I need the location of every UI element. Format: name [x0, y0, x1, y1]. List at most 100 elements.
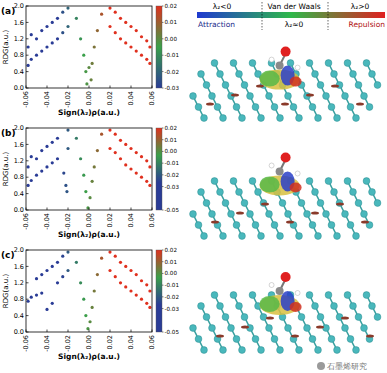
- carbon-atom: [271, 336, 278, 343]
- x-axis-label: Sign(λ₂)ρ(a.u.): [58, 108, 120, 117]
- point: [30, 33, 33, 36]
- point: [40, 29, 43, 32]
- carbon-atom: [252, 222, 259, 229]
- x-tick-label: 0.02: [106, 335, 114, 349]
- carbon-atom: [239, 115, 246, 122]
- colorbar-tick-label: 0.01: [165, 19, 178, 25]
- colorbar-tick-label: -0.02: [165, 294, 179, 300]
- legend-text: λ₂<0: [213, 2, 232, 11]
- rdg-panel: (b)0.00.40.81.21.62.0-0.06-0.04-0.020.00…: [1, 124, 179, 239]
- y-tick: [26, 128, 29, 129]
- point: [27, 184, 30, 187]
- point: [114, 255, 117, 258]
- x-tick-label: -0.02: [64, 213, 72, 230]
- point: [61, 275, 64, 278]
- carbon-atom: [306, 292, 313, 299]
- carbon-atom: [350, 71, 357, 78]
- vdw-disk: [311, 211, 319, 214]
- point: [90, 78, 93, 81]
- vdw-disk: [236, 211, 244, 214]
- carbon-atom: [347, 336, 354, 343]
- point: [148, 62, 151, 65]
- carbon-atom: [309, 104, 316, 111]
- x-tick-label: 0.00: [85, 335, 93, 349]
- colorbar-tick-label: -0.02: [165, 172, 179, 178]
- x-tick: [89, 208, 90, 211]
- carbon-atom: [298, 314, 305, 321]
- carbon-atom: [211, 60, 218, 67]
- carbon-atom: [290, 104, 297, 111]
- y-tick: [26, 88, 29, 89]
- plot-frame: [26, 250, 152, 332]
- point: [108, 25, 111, 28]
- point: [75, 137, 78, 140]
- point: [114, 11, 117, 14]
- point: [66, 6, 69, 9]
- figure: (a)0.00.40.81.21.62.0-0.06-0.04-0.020.00…: [0, 0, 387, 373]
- legend-divider: [328, 2, 329, 30]
- vdw-disk: [341, 316, 349, 319]
- x-tick-label: -0.04: [43, 91, 51, 108]
- carbon-atom: [355, 314, 362, 321]
- colorbar: [156, 128, 162, 210]
- vdw-disk: [356, 102, 364, 105]
- vdw-disk: [286, 220, 294, 223]
- carbon-atom: [195, 222, 202, 229]
- carbon-atom: [228, 325, 235, 332]
- point: [82, 174, 85, 177]
- colorbar-tick: [162, 38, 164, 39]
- point: [75, 17, 78, 20]
- carbon-atom: [209, 93, 216, 100]
- point: [140, 54, 143, 57]
- point: [86, 206, 89, 209]
- watermark-icon: [317, 362, 325, 370]
- point: [135, 151, 138, 154]
- point: [30, 155, 33, 158]
- colorbar-tick: [162, 308, 164, 309]
- point: [56, 37, 59, 40]
- x-tick: [26, 330, 27, 333]
- carbon-atom: [258, 233, 265, 240]
- vdw-disk: [261, 202, 269, 205]
- point: [35, 277, 38, 280]
- point: [56, 17, 59, 20]
- colorbar-tick-label: 0.00: [165, 148, 178, 154]
- carbon-atom: [266, 93, 273, 100]
- carbon-atom: [334, 233, 341, 240]
- point: [40, 273, 43, 276]
- colorbar-tick-label: 0.02: [165, 125, 177, 131]
- point: [93, 45, 96, 48]
- colorbar-tick-label: -0.05: [165, 207, 180, 213]
- carbon-atom: [353, 115, 360, 122]
- colorbar-tick-label: 0.02: [165, 247, 177, 253]
- y-tick: [26, 38, 29, 39]
- y-tick-label: 2.0: [14, 2, 24, 10]
- x-tick-label: -0.06: [22, 335, 30, 352]
- point: [40, 50, 43, 53]
- vdw-disk: [361, 220, 369, 223]
- carbon-atom: [361, 325, 368, 332]
- point: [96, 29, 99, 32]
- carbon-atom: [323, 325, 330, 332]
- vdw-disk: [231, 93, 239, 96]
- x-tick-label: 0.00: [85, 213, 93, 227]
- carbon-atom: [279, 200, 286, 207]
- point: [79, 157, 82, 160]
- point: [61, 255, 64, 258]
- x-tick: [89, 86, 90, 89]
- carbon-atom: [328, 104, 335, 111]
- vdw-disk: [241, 325, 249, 328]
- point: [119, 37, 122, 40]
- point: [100, 13, 103, 16]
- y-tick-label: 1.2: [14, 35, 24, 43]
- carbon-atom: [271, 104, 278, 111]
- y-tick: [26, 266, 29, 267]
- y-tick: [26, 177, 29, 178]
- point: [51, 302, 54, 305]
- carbon-atom: [296, 347, 303, 354]
- x-tick-label: 0.02: [106, 213, 114, 227]
- carbon-atom: [203, 200, 210, 207]
- point: [84, 190, 87, 193]
- point: [108, 6, 111, 9]
- carbon-atom: [325, 292, 332, 299]
